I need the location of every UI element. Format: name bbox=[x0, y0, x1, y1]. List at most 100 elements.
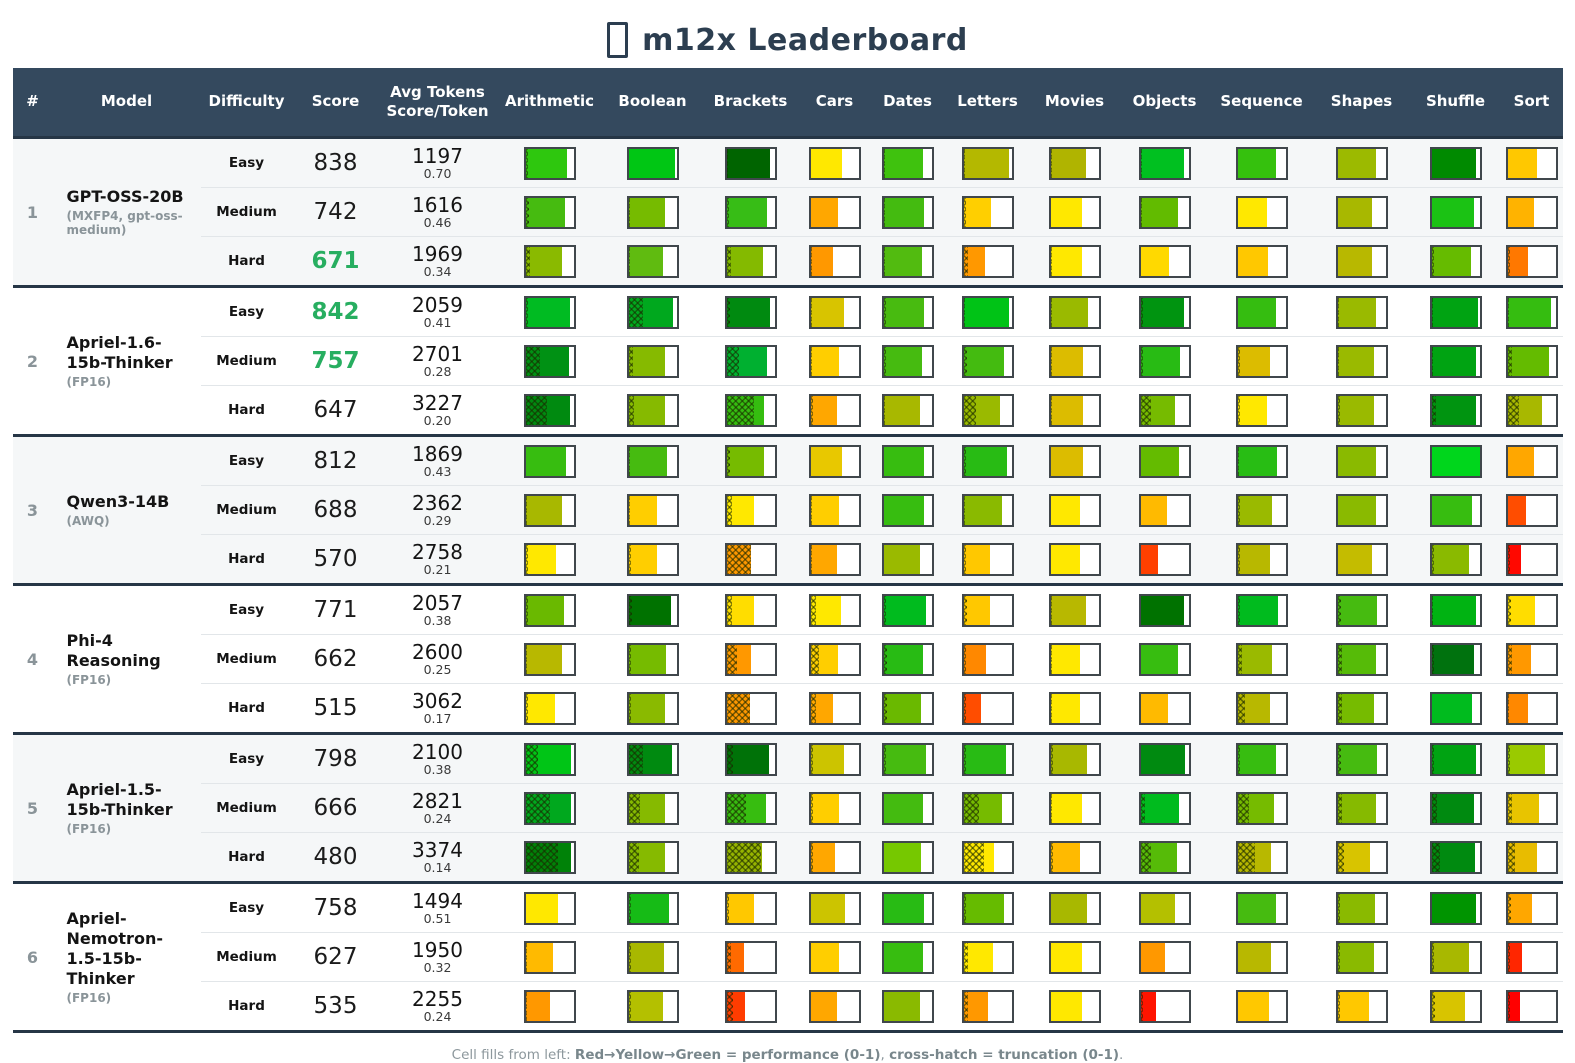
truncation-hatch bbox=[1337, 693, 1343, 723]
truncation-hatch bbox=[726, 297, 731, 327]
task-cell-letters bbox=[944, 236, 1031, 287]
truncation-hatch bbox=[1507, 595, 1511, 625]
perf-cell bbox=[808, 593, 861, 627]
avg-tokens-cell: 1197 0.70 bbox=[379, 138, 497, 188]
performance-fill bbox=[628, 693, 665, 723]
truncation-hatch bbox=[810, 246, 813, 276]
performance-fill bbox=[1050, 495, 1081, 525]
avg-tokens-cell: 2821 0.24 bbox=[378, 783, 497, 833]
task-cell-sort bbox=[1500, 236, 1563, 287]
task-cell-movies bbox=[1030, 634, 1119, 684]
task-cell-movies bbox=[1031, 138, 1119, 188]
task-cell-dates bbox=[870, 981, 945, 1032]
score-value: 480 bbox=[292, 832, 379, 883]
perf-cell bbox=[1138, 493, 1191, 527]
difficulty-label: Easy bbox=[228, 602, 265, 618]
performance-fill bbox=[1337, 148, 1376, 178]
task-cell-arithmetic bbox=[496, 385, 603, 436]
truncation-hatch bbox=[1507, 297, 1510, 327]
difficulty-row: Medium 627 1950 0.32 bbox=[13, 932, 1563, 982]
column-header-shapes: Shapes bbox=[1312, 68, 1411, 138]
task-cell-cars bbox=[799, 585, 871, 635]
difficulty-row: Hard 480 3374 0.14 bbox=[13, 832, 1563, 883]
truncation-hatch bbox=[1431, 744, 1434, 774]
truncation-hatch bbox=[1431, 395, 1436, 425]
task-cell-shuffle bbox=[1411, 138, 1501, 188]
performance-fill bbox=[1507, 744, 1545, 774]
perf-cell bbox=[1505, 244, 1558, 278]
perf-cell bbox=[724, 593, 777, 627]
performance-fill bbox=[1507, 942, 1522, 972]
perf-cell bbox=[881, 742, 934, 776]
performance-fill bbox=[628, 148, 675, 178]
truncation-hatch bbox=[726, 246, 732, 276]
task-cell-shuffle bbox=[1410, 385, 1501, 436]
performance-fill bbox=[1507, 544, 1521, 574]
truncation-hatch bbox=[628, 693, 631, 723]
perf-cell bbox=[881, 989, 934, 1023]
perf-cell bbox=[626, 493, 679, 527]
perf-cell bbox=[724, 791, 777, 825]
truncation-hatch bbox=[963, 842, 984, 872]
truncation-hatch bbox=[1050, 842, 1053, 872]
performance-fill bbox=[810, 395, 837, 425]
perf-cell bbox=[1138, 195, 1191, 229]
task-cell-objects bbox=[1119, 287, 1211, 337]
performance-fill bbox=[883, 446, 925, 476]
perf-cell bbox=[724, 493, 777, 527]
header-row: # Model Difficulty Score Avg Tokens Score/Tok… bbox=[12, 68, 1563, 138]
model-cell: Phi-4 Reasoning (FP16) bbox=[53, 585, 201, 734]
task-cell-cars bbox=[798, 336, 871, 386]
perf-cell bbox=[1335, 344, 1388, 378]
task-cell-arithmetic bbox=[497, 734, 603, 784]
performance-fill bbox=[1337, 495, 1376, 525]
difficulty-row: 6 Apriel-Nemotron-1.5-15b-Thinker (FP16) Ea… bbox=[13, 883, 1563, 1005]
perf-cell bbox=[808, 691, 861, 725]
truncation-hatch bbox=[628, 446, 631, 476]
leaderboard-table: # Model Difficulty Score Avg Tokens Score/Tok… bbox=[12, 68, 1563, 1033]
performance-fill bbox=[1507, 595, 1536, 625]
truncation-hatch bbox=[1507, 942, 1510, 972]
performance-fill bbox=[810, 495, 840, 525]
performance-fill bbox=[1507, 197, 1534, 227]
perf-cell bbox=[523, 791, 576, 825]
performance-fill bbox=[810, 693, 833, 723]
perf-cell bbox=[1235, 542, 1288, 576]
score-per-token-value: 0.70 bbox=[423, 166, 452, 182]
perf-cell bbox=[1138, 791, 1191, 825]
difficulty-label: Hard bbox=[200, 534, 293, 585]
task-cell-brackets bbox=[702, 634, 799, 684]
truncation-hatch bbox=[1507, 744, 1510, 774]
performance-fill bbox=[1140, 991, 1156, 1021]
truncation-hatch bbox=[1237, 842, 1255, 872]
truncation-hatch bbox=[963, 446, 966, 476]
difficulty-row: Medium 688 2362 0.29 bbox=[13, 485, 1563, 535]
score-value: 842 bbox=[311, 299, 360, 325]
truncation-hatch bbox=[525, 595, 528, 625]
truncation-hatch bbox=[1140, 297, 1143, 327]
perf-cell bbox=[1048, 542, 1101, 576]
truncation-hatch bbox=[810, 842, 813, 872]
perf-cell bbox=[881, 891, 934, 925]
column-header--: # bbox=[12, 68, 53, 138]
truncation-hatch bbox=[726, 544, 752, 574]
model-block: 4 Phi-4 Reasoning (FP16) Easy 771 2057 0.38 Med… bbox=[12, 584, 1563, 734]
perf-cell bbox=[724, 444, 777, 478]
score-value: 662 bbox=[292, 634, 379, 684]
perf-cell bbox=[881, 791, 934, 825]
task-cell-letters bbox=[945, 585, 1031, 635]
performance-fill bbox=[1337, 297, 1376, 327]
column-header-cars: Cars bbox=[798, 68, 871, 138]
task-cell-brackets bbox=[703, 287, 799, 337]
truncation-hatch bbox=[1237, 744, 1241, 774]
perf-cell bbox=[1429, 244, 1482, 278]
perf-cell bbox=[1429, 493, 1482, 527]
truncation-hatch bbox=[1140, 197, 1142, 227]
perf-cell bbox=[1048, 691, 1101, 725]
task-cell-shapes bbox=[1312, 783, 1411, 833]
perf-cell bbox=[1429, 840, 1482, 874]
task-cell-shapes bbox=[1313, 138, 1411, 188]
performance-fill bbox=[810, 446, 843, 476]
task-cell-shuffle bbox=[1410, 832, 1501, 883]
difficulty-row: 2 Apriel-1.6-15b-Thinker (FP16) Easy 842 2059… bbox=[13, 287, 1563, 389]
